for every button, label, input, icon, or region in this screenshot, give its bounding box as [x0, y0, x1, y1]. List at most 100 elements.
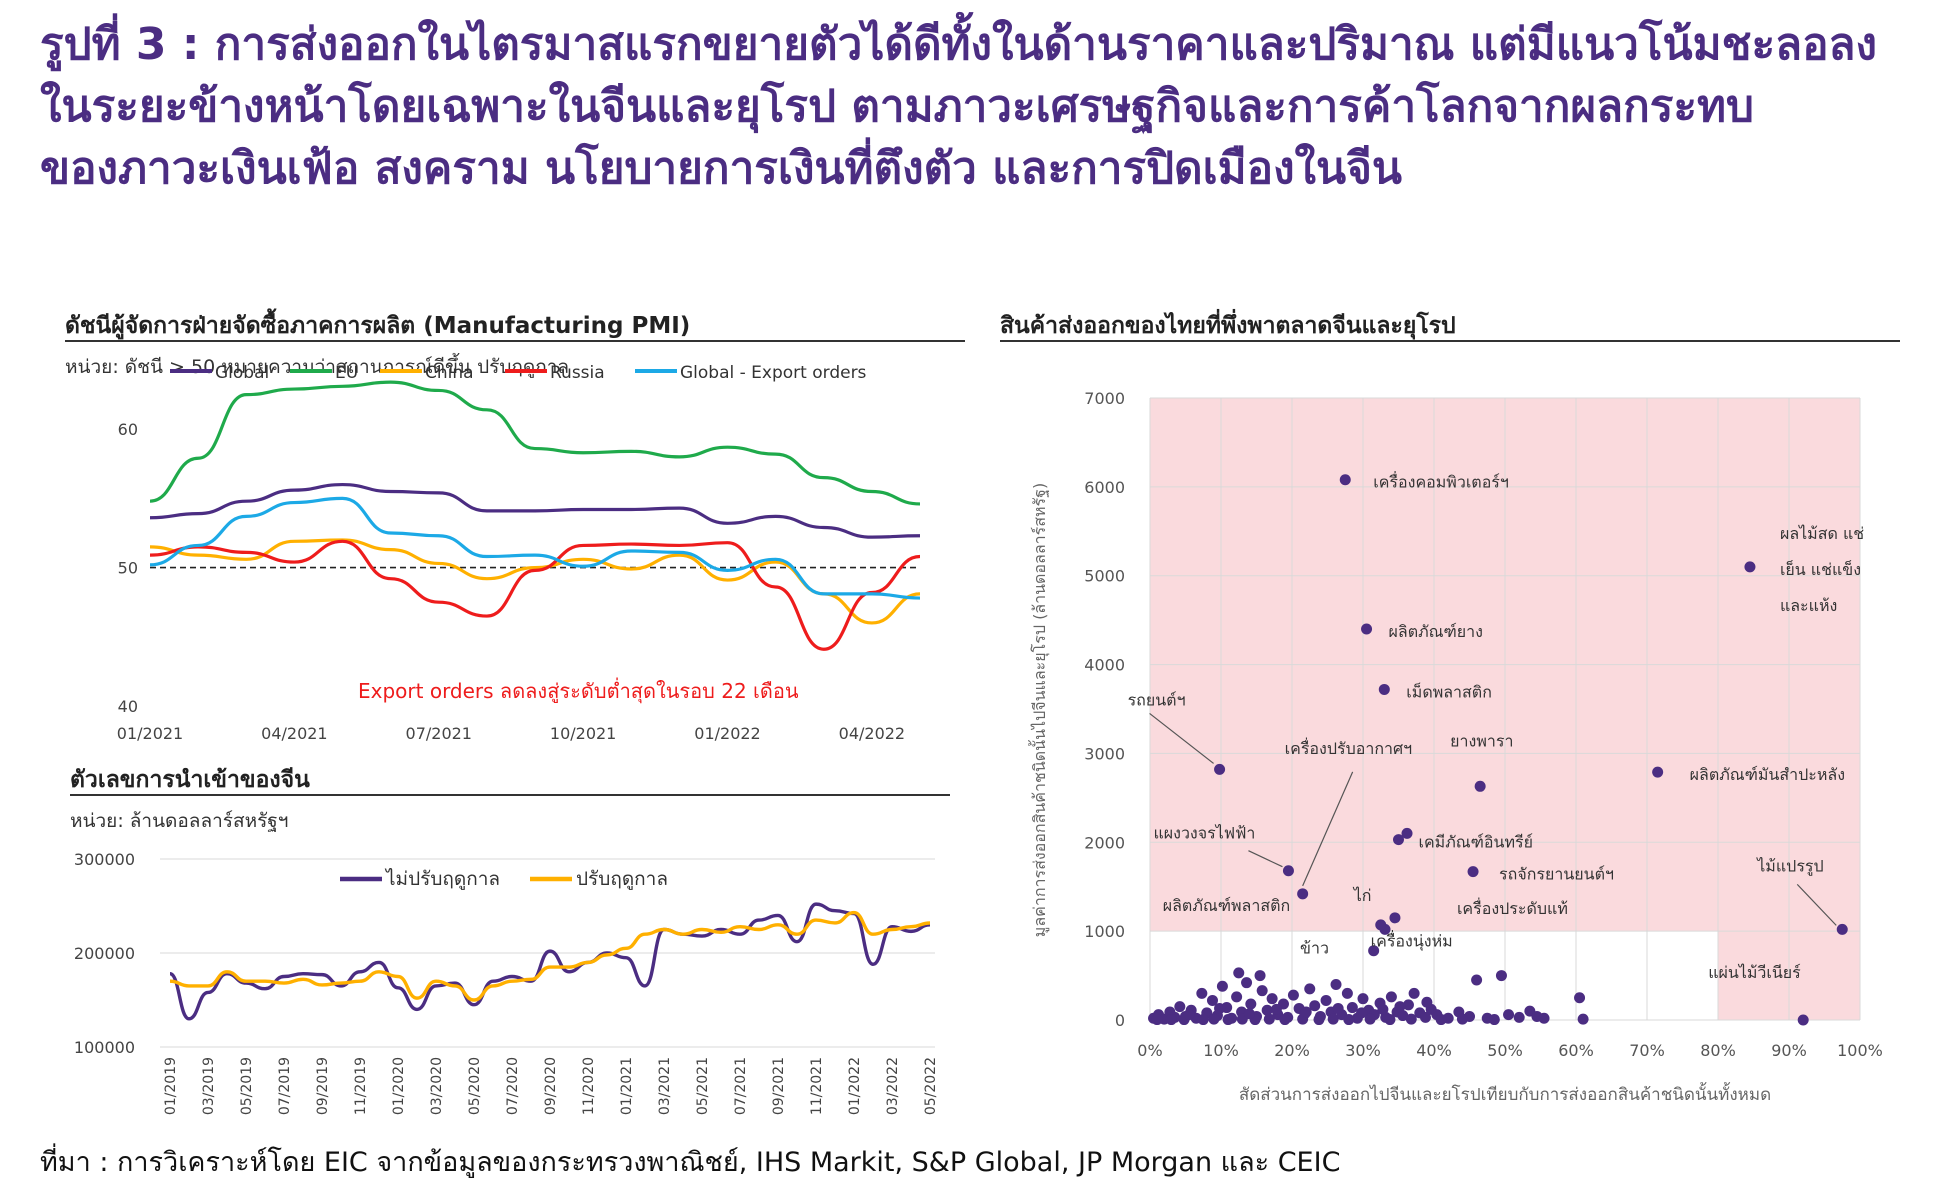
pmi-series-line-3 [149, 539, 921, 651]
imports-x-tick-label: 07/2019 [277, 1057, 293, 1115]
scatter-leader-line [1302, 771, 1354, 887]
scatter-point [1471, 974, 1483, 986]
scatter-point [1216, 980, 1228, 992]
scatter-point [1174, 1001, 1186, 1013]
scatter-point [1456, 1013, 1468, 1025]
scatter-x-tick-label: 30% [1345, 1041, 1381, 1060]
scatter-point-label: ไม้แปรรูป [1755, 856, 1823, 876]
scatter-point [1538, 1012, 1550, 1024]
scatter-point [1214, 1002, 1226, 1014]
scatter-point [1394, 1001, 1406, 1013]
imports-x-tick-label: 03/2022 [885, 1057, 901, 1115]
pmi-annotation: Export orders ลดลงสู่ระดับต่ำสุดในรอบ 22… [358, 677, 799, 704]
scatter-point [1279, 1014, 1291, 1026]
scatter-point-labeled [1744, 561, 1756, 573]
pmi-legend-label-4: Global - Export orders [680, 363, 867, 383]
imports-x-tick-label: 01/2022 [847, 1057, 863, 1115]
scatter-point [1377, 1003, 1389, 1015]
scatter-point [1346, 1002, 1358, 1014]
scatter-point [1197, 1014, 1209, 1026]
imports-x-tick-label: 03/2019 [201, 1057, 217, 1115]
scatter-y-tick-label: 0 [1115, 1011, 1125, 1030]
scatter-leader-line [1149, 712, 1214, 764]
scatter-point [1208, 1013, 1220, 1025]
pmi-y-tick-label: 50 [118, 559, 138, 578]
scatter-x-tick-label: 80% [1700, 1041, 1736, 1060]
scatter-point-label: แผงวงจรไฟฟ้า [1153, 824, 1255, 843]
scatter-point [1384, 1014, 1396, 1026]
scatter-point [1263, 1013, 1275, 1025]
scatter-point-label: เม็ดพลาสติก [1406, 681, 1492, 701]
scatter-point-label: เครื่องนุ่งห่ม [1371, 930, 1453, 952]
pmi-series-line-1 [149, 380, 921, 506]
scatter-point [1243, 1008, 1255, 1020]
scatter-point [1261, 1004, 1273, 1016]
imports-legend-label-1: ปรับฤดูกาล [576, 868, 668, 890]
scatter-point [1408, 987, 1420, 999]
pmi-series-line-4 [149, 496, 921, 600]
scatter-x-tick-label: 20% [1274, 1041, 1310, 1060]
scatter-point-labeled [1393, 834, 1404, 846]
scatter-y-tick-label: 2000 [1084, 833, 1125, 852]
scatter-point-label: เครื่องปรับอากาศฯ [1285, 737, 1413, 758]
scatter-point [1357, 993, 1369, 1005]
scatter-point-label: ยางพารา [1450, 731, 1513, 750]
scatter-point [1151, 1014, 1163, 1026]
scatter-point [1574, 992, 1586, 1004]
scatter-point [1421, 996, 1433, 1008]
scatter-point [1577, 1013, 1589, 1025]
headline-line-2: ในระยะข้างหน้าโดยเฉพาะในจีนและยุโรป ตามภ… [40, 81, 1754, 132]
scatter-point-labeled [1836, 923, 1848, 935]
imports-series-line-1 [169, 910, 931, 1002]
scatter-point [1206, 994, 1218, 1006]
scatter-point-label: เครื่องคอมพิวเตอร์ฯ [1373, 471, 1509, 492]
scatter-point-labeled [1339, 474, 1351, 486]
scatter-point-label: ผลิตภัณฑ์พลาสติก [1163, 896, 1290, 915]
scatter-point [1309, 1000, 1321, 1012]
imports-x-tick-label: 05/2019 [239, 1057, 255, 1115]
pmi-x-tick-label: 10/2021 [550, 724, 616, 743]
scatter-x-tick-label: 100% [1837, 1041, 1883, 1060]
pmi-x-tick-label: 04/2021 [261, 724, 327, 743]
imports-x-tick-label: 05/2022 [923, 1057, 939, 1115]
pmi-chart-title: ดัชนีผู้จัดการฝ่ายจัดซื้อภาคการผลิต (Man… [65, 313, 691, 339]
scatter-point-label: ผลิตภัณฑ์ยาง [1389, 622, 1483, 641]
pmi-y-tick-label: 40 [118, 697, 138, 716]
scatter-point-labeled [1361, 623, 1373, 635]
imports-x-tick-label: 11/2019 [353, 1057, 369, 1115]
scatter-point [1327, 1013, 1339, 1025]
scatter-point [1503, 1009, 1515, 1021]
scatter-point [1488, 1014, 1500, 1026]
scatter-y-tick-label: 6000 [1084, 478, 1125, 497]
scatter-point-label: ข้าว [1300, 939, 1329, 958]
scatter-x-tick-label: 50% [1487, 1041, 1523, 1060]
scatter-point-label: แผ่นไม้วีเนียร์ [1708, 963, 1801, 982]
scatter-x-tick-label: 10% [1203, 1041, 1239, 1060]
scatter-chart-title: สินค้าส่งออกของไทยที่พึ่งพาตลาดจีนและยุโ… [1000, 313, 1456, 339]
pmi-legend-label-1: EU [335, 363, 358, 383]
scatter-point-labeled [1282, 865, 1294, 877]
scatter-leader-line [1248, 850, 1283, 868]
scatter-x-tick-label: 40% [1416, 1041, 1452, 1060]
pmi-x-tick-label: 01/2022 [694, 724, 760, 743]
scatter-point-labeled [1467, 866, 1479, 878]
headline-line-3: ของภาวะเงินเฟ้อ สงคราม นโยบายการเงินที่ต… [40, 143, 1402, 194]
pmi-series-line-0 [149, 482, 921, 539]
scatter-point [1304, 983, 1316, 995]
scatter-point-labeled [1297, 888, 1309, 900]
scatter-point [1183, 1009, 1195, 1021]
scatter-point-label: ไก่ [1352, 886, 1372, 905]
scatter-point [1300, 1006, 1312, 1018]
scatter-point-labeled [1797, 1014, 1809, 1026]
scatter-point-labeled [1254, 970, 1266, 982]
scatter-point [1341, 987, 1353, 999]
scatter-point [1320, 994, 1332, 1006]
scatter-point [1364, 1013, 1376, 1025]
scatter-point [1405, 1013, 1417, 1025]
scatter-point [1165, 1014, 1177, 1026]
pmi-legend-label-3: Russia [550, 363, 605, 383]
imports-x-tick-label: 05/2021 [695, 1057, 711, 1115]
scatter-point-label: เครื่องประดับแท้ [1457, 897, 1568, 918]
imports-legend-label-0: ไม่ปรับฤดูกาล [384, 868, 500, 890]
scatter-point [1495, 970, 1507, 982]
